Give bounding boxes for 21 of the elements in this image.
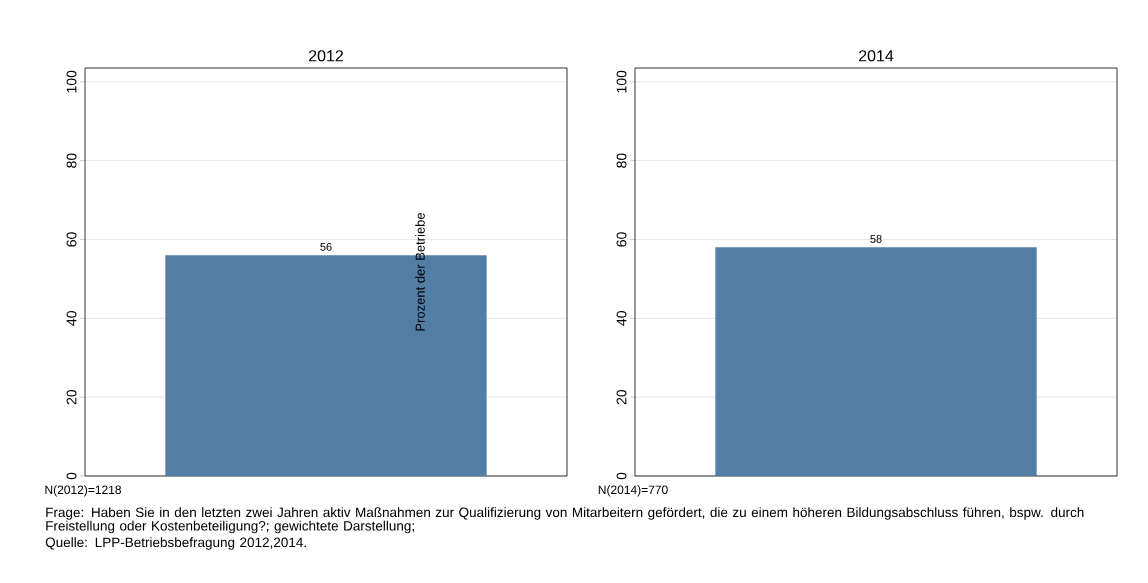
y-tick-label: 0 [616, 472, 627, 480]
y-tick-label: 100 [66, 70, 77, 93]
y-tick-label: 0 [66, 472, 77, 480]
source-note: Quelle: LPP-Betriebsbefragung 2012,2014. [45, 537, 306, 550]
y-tick-label: 20 [616, 389, 627, 405]
y-axis-title: Prozent der Betriebe [415, 212, 425, 331]
data-label: 58 [870, 235, 882, 243]
data-label: 56 [320, 242, 332, 251]
text: Frage: Haben Sie in den letzten zwei Jahren aktiv Maßnahmen zur Qualifizierung von Mitarbeitern gefördert, die zu einem höheren Bildungsabschluss führen, bspw. durch Freistellung oder Kostenbeteiligung?; gewichtete Darstellung; [46, 507, 1084, 534]
chart-title: 2014 [859, 50, 894, 62]
text: N(2014)=770 [598, 485, 668, 497]
y-tick-label: 80 [66, 153, 77, 168]
chart-title: 2012 [309, 50, 343, 62]
y-tick-label: 20 [66, 389, 77, 405]
y-tick-label: 40 [66, 311, 77, 326]
y-tick-label: 60 [616, 232, 627, 247]
y-tick-label: 100 [616, 70, 627, 93]
y-tick-label: 40 [616, 311, 627, 326]
y-tick-label: 80 [616, 153, 627, 168]
text: N(2012)=1218 [45, 485, 121, 497]
y-tick-label: 60 [66, 232, 77, 247]
